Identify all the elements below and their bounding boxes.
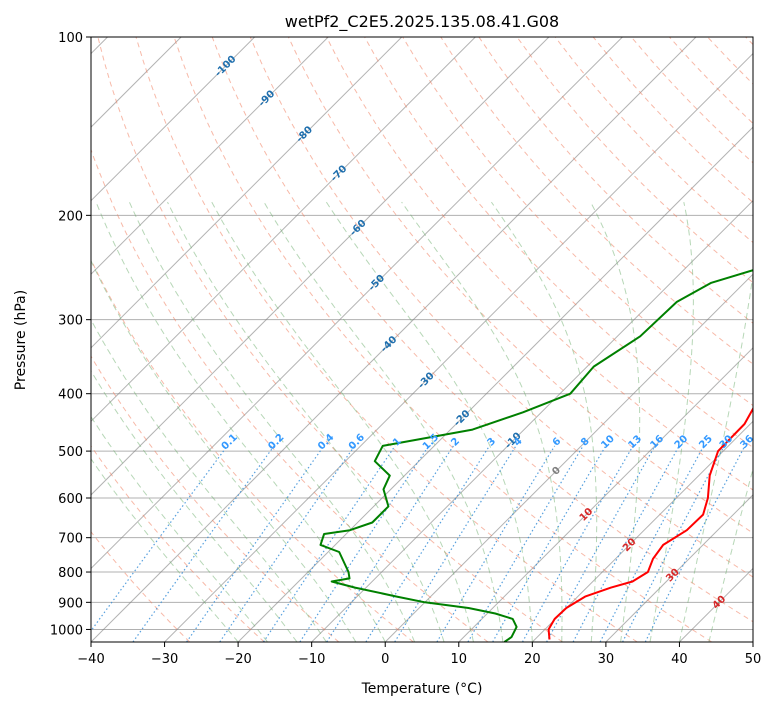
y-axis-label: Pressure (hPa) [13, 290, 29, 390]
x-tick-label: −40 [77, 652, 104, 667]
x-tick-label: −30 [151, 652, 178, 667]
y-tick-label: 500 [58, 445, 83, 460]
x-tick-label: 40 [671, 652, 688, 667]
chart-title: wetPf2_C2E5.2025.135.08.41.G08 [285, 12, 559, 32]
x-tick-label: −20 [224, 652, 251, 667]
x-tick-label: 20 [524, 652, 541, 667]
x-tick-label: 50 [745, 652, 762, 667]
y-tick-label: 300 [58, 314, 83, 329]
x-axis-label: Temperature (°C) [361, 681, 483, 697]
x-tick-label: 0 [381, 652, 389, 667]
y-tick-label: 800 [58, 566, 83, 581]
y-tick-label: 700 [58, 532, 83, 547]
x-tick-label: 10 [451, 652, 468, 667]
y-tick-label: 100 [58, 31, 83, 46]
y-tick-label: 400 [58, 388, 83, 403]
x-tick-label: 30 [598, 652, 615, 667]
y-tick-label: 900 [58, 596, 83, 611]
x-tick-label: −10 [298, 652, 325, 667]
y-tick-label: 1000 [50, 623, 83, 638]
y-tick-label: 200 [58, 209, 83, 224]
y-tick-label: 600 [58, 492, 83, 507]
